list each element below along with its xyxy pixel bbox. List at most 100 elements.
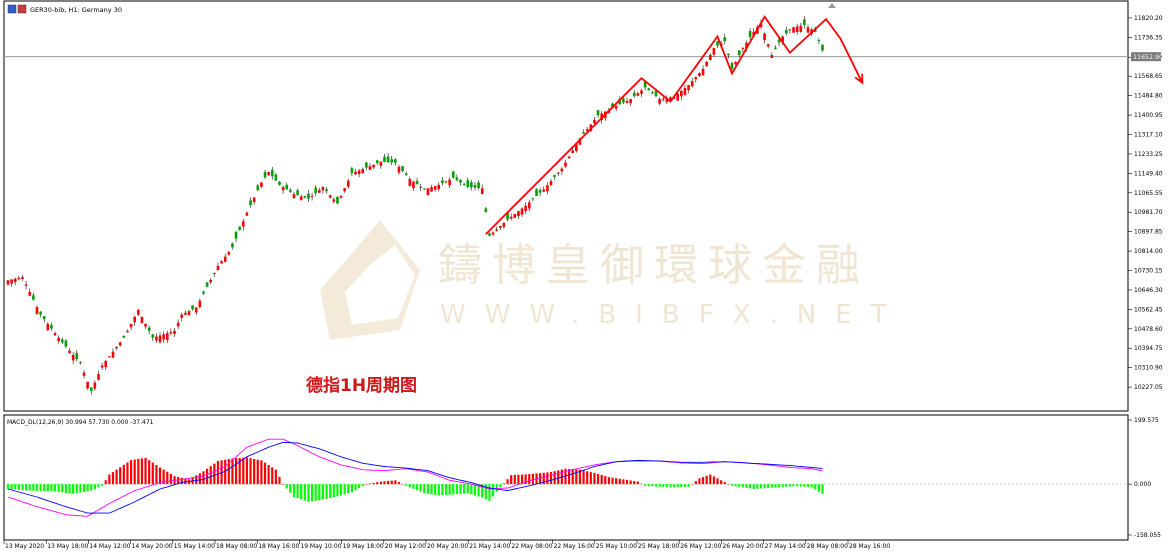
candle-body [506, 212, 509, 220]
candle-body [694, 77, 698, 80]
macd-histogram-bar [17, 484, 20, 490]
candle-body [542, 189, 546, 192]
candle-body [314, 187, 317, 193]
macd-histogram-bar [578, 469, 582, 485]
macd-histogram-bar [491, 484, 495, 497]
candle-body [126, 330, 129, 333]
candle-body [118, 342, 122, 346]
macd-histogram-bar [774, 484, 777, 488]
macd-histogram-bar [310, 484, 314, 502]
candle-body [111, 351, 115, 358]
macd-histogram-bar [499, 484, 502, 488]
macd-histogram-bar [227, 459, 230, 485]
macd-histogram-bar [234, 458, 238, 485]
candle-body [292, 194, 296, 199]
candle-body [242, 221, 245, 227]
macd-histogram-bar [680, 484, 683, 488]
candle-body [223, 256, 227, 262]
candle-body [165, 333, 169, 341]
candle-body [296, 190, 299, 196]
candle-body [524, 205, 527, 212]
price-tick-label: 10981.70 [1134, 209, 1163, 216]
price-tick-label: 11149.40 [1134, 170, 1163, 177]
macd-histogram-bar [376, 482, 379, 485]
macd-histogram-bar [495, 484, 498, 492]
macd-histogram-bar [589, 472, 592, 485]
candle-body [535, 189, 538, 196]
candle-body [357, 170, 361, 174]
macd-histogram-bar [455, 484, 458, 495]
price-tick-label: 11484.80 [1134, 93, 1163, 100]
candle-body [509, 216, 513, 219]
candle-body [310, 195, 314, 197]
macd-histogram-bar [64, 484, 68, 493]
candle-body [640, 90, 643, 94]
macd-histogram-bar [531, 473, 534, 485]
macd-histogram-bar [6, 484, 10, 489]
macd-histogram-bar [571, 469, 574, 485]
macd-histogram-bar [148, 460, 151, 485]
macd-histogram-bar [53, 484, 57, 492]
candle-body [365, 162, 368, 168]
candle-body [213, 272, 216, 274]
macd-histogram-bar [636, 481, 639, 485]
candle-body [752, 31, 756, 36]
current-price-value: 11652.90 [1133, 54, 1163, 61]
candle-body [596, 110, 600, 116]
macd-histogram-bar [354, 484, 357, 491]
price-tick-label: 11736.35 [1134, 34, 1163, 41]
macd-histogram-bar [231, 458, 234, 485]
macd-histogram-bar [777, 484, 781, 488]
candle-body [354, 171, 357, 175]
macd-histogram-bar [122, 464, 125, 485]
candle-body [350, 168, 354, 174]
macd-histogram-bar [318, 484, 321, 501]
macd-histogram-bar [596, 473, 600, 485]
candle-body [549, 181, 553, 186]
candle-body [404, 173, 408, 175]
candle-body [806, 27, 810, 33]
macd-histogram-bar [513, 474, 516, 485]
time-tick-label: 26 May 12:00 [680, 543, 721, 550]
candle-body [770, 55, 774, 59]
time-tick-label: 18 May 08:00 [216, 543, 257, 550]
candle-body [669, 97, 672, 100]
macd-histogram-bar [473, 484, 477, 496]
macd-histogram-bar [365, 484, 368, 485]
macd-histogram-bar [759, 484, 763, 489]
macd-histogram-bar [539, 473, 542, 485]
candle-body [303, 196, 307, 198]
macd-histogram-bar [209, 466, 212, 485]
macd-histogram-bar [296, 484, 299, 499]
macd-histogram-bar [111, 472, 115, 485]
macd-histogram-bar [97, 484, 100, 488]
macd-histogram-bar [788, 484, 792, 487]
candle-body [289, 189, 292, 192]
macd-histogram-bar [329, 484, 332, 499]
macd-histogram-bar [672, 484, 676, 488]
macd-histogram-bar [35, 484, 39, 491]
macd-histogram-bar [604, 476, 607, 485]
macd-histogram-bar [792, 484, 795, 487]
chart-shift-marker-icon[interactable] [828, 3, 836, 8]
macd-histogram-bar [238, 457, 241, 485]
time-tick-label: 22 May 08:00 [511, 543, 552, 550]
macd-histogram-bar [25, 484, 28, 491]
candle-body [546, 185, 549, 192]
candle-body [593, 119, 596, 124]
candle-body [205, 282, 209, 287]
candle-body [484, 208, 488, 213]
candle-body [441, 180, 444, 184]
candle-body [792, 27, 795, 33]
candle-body [553, 175, 556, 177]
candle-body [267, 172, 270, 176]
chart-flag-icon [17, 4, 27, 14]
time-tick-label: 20 May 12:00 [385, 543, 426, 550]
macd-histogram-bar [520, 474, 524, 485]
candle-body [390, 159, 394, 163]
candle-body [216, 265, 220, 271]
macd-histogram-bar [502, 483, 506, 485]
time-tick-label: 19 May 10:00 [300, 543, 341, 550]
macd-histogram-bar [242, 457, 245, 485]
macd-histogram-bar [82, 484, 86, 492]
